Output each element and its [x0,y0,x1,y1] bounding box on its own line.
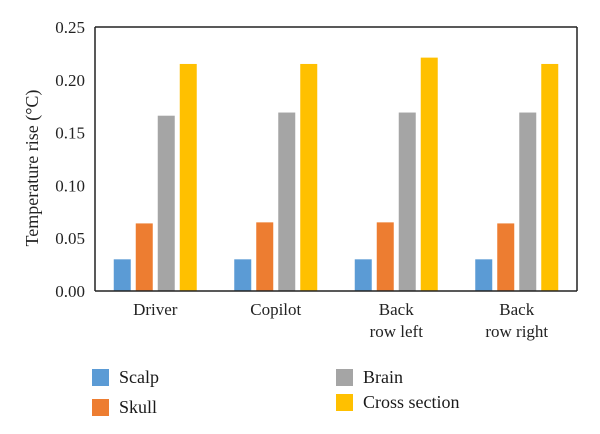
bar-brain-2 [278,112,296,291]
bar-scalp-4 [475,259,493,291]
y-tick-label-1: 0.05 [55,229,85,248]
y-tick-label-0: 0.00 [55,282,85,301]
bar-skull-2 [256,222,274,291]
bar-cross-section-1 [179,63,197,292]
bar-brain-1 [157,115,175,291]
y-axis-title: Temperature rise (°C) [22,90,43,247]
bar-scalp-2 [234,259,252,291]
x-tick-label-2: Copilot [250,300,301,319]
bar-cross-section-2 [300,63,318,292]
y-axis-ticks: 0.00 0.05 0.10 0.15 0.20 0.25 [55,18,85,301]
x-tick-label-4: Back row right [485,300,548,341]
bar-brain-3 [398,112,416,291]
bar-skull-3 [376,222,394,291]
x-tick-label-3: Back row left [370,300,424,341]
bar-scalp-3 [354,259,372,291]
y-tick-label-2: 0.10 [55,176,85,195]
bar-cross-section-3 [420,57,438,292]
bar-cross-section-4 [541,63,559,292]
bar-skull-1 [135,223,153,291]
bars [113,57,559,292]
y-tick-label-5: 0.25 [55,18,85,37]
bar-skull-4 [497,223,515,291]
bar-scalp-1 [113,259,131,291]
y-tick-label-3: 0.15 [55,124,85,143]
x-axis-ticks: Driver Copilot Back row left Back row right [133,300,548,341]
y-tick-label-4: 0.20 [55,71,85,90]
bar-brain-4 [519,112,537,291]
x-tick-label-1: Driver [133,300,178,319]
